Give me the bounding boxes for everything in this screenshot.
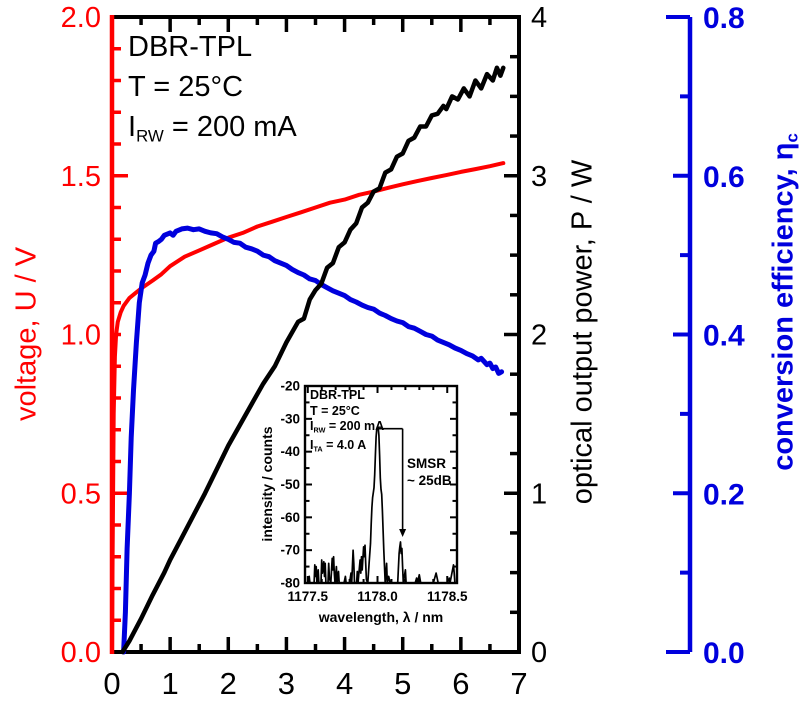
inset-y-tick-label: -40 (280, 444, 300, 459)
efficiency-tick-label: 0.8 (703, 2, 745, 35)
efficiency-tick-label: 0.2 (703, 478, 745, 511)
right-tick-label: 4 (531, 2, 547, 34)
x-tick-label: 5 (394, 666, 411, 701)
x-tick-label: 2 (220, 666, 237, 701)
inset-y-tick-label: -30 (280, 411, 300, 426)
inset-y-tick-label: -50 (280, 477, 300, 492)
left-tick-label: 0.5 (61, 478, 101, 510)
inset-y-tick-label: -60 (280, 510, 300, 525)
inset-x-tick-label: 1178.5 (427, 589, 468, 604)
spectrum-curve (305, 426, 457, 584)
voltage-curve (110, 161, 506, 654)
inset-temperature-label: T = 25°C (310, 403, 360, 418)
efficiency-axis-title: conversion efficiency, ηc (767, 133, 800, 471)
inset-rw-current-label: IRW = 200 mA (310, 419, 385, 435)
inset-x-axis-title: wavelength, λ / nm (318, 609, 444, 625)
x-tick-label: 0 (103, 666, 120, 701)
x-tick-label: 4 (336, 666, 353, 701)
inset-x-tick-label: 1177.5 (288, 589, 329, 604)
x-tick-label: 6 (452, 666, 469, 701)
left-tick-label: 2.0 (61, 2, 101, 34)
rw-current-label: IRW = 200 mA (128, 111, 297, 146)
temperature-label: T = 25°C (128, 71, 244, 103)
x-tick-label: 1 (162, 666, 179, 701)
device-label: DBR-TPL (128, 31, 253, 63)
smsr-arrowhead-icon (399, 529, 407, 538)
inset-ta-current-label: ITA = 4.0 A (310, 437, 367, 454)
optical-output-power-curve (120, 65, 506, 655)
inset-annotation: DBR-TPL T = 25°C IRW = 200 mA ITA = 4.0 … (310, 388, 384, 457)
inset-y-tick-label: -70 (280, 543, 300, 558)
right-axis-title: optical output power, P / W (566, 159, 599, 505)
left-tick-label: 1.5 (61, 161, 101, 193)
right-tick-label: 1 (531, 478, 547, 510)
right-tick-label: 3 (531, 161, 547, 193)
smsr-label: SMSR ~ 25dB (407, 456, 452, 488)
left-axis-title: voltage, U / V (10, 246, 43, 422)
right-tick-label: 0 (531, 637, 547, 669)
efficiency-tick-label: 0.6 (703, 161, 745, 194)
main-annotation: DBR-TPL T = 25°C IRW = 200 mA (128, 27, 297, 156)
efficiency-tick-label: 0.0 (703, 637, 745, 670)
conversion-efficiency-curve (121, 225, 505, 655)
left-tick-label: 0.0 (61, 637, 101, 669)
x-tick-label: 3 (278, 666, 295, 701)
efficiency-tick-label: 0.4 (703, 320, 745, 353)
inset-device-label: DBR-TPL (310, 388, 365, 402)
inset-y-tick-label: -80 (280, 576, 300, 591)
inset-y-axis-title: intensity / counts (259, 426, 275, 542)
inset-y-tick-label: -20 (280, 379, 300, 394)
right-tick-label: 2 (531, 320, 547, 352)
inset-x-tick-label: 1178.0 (357, 589, 398, 604)
left-tick-label: 1.0 (61, 320, 101, 352)
x-tick-label: 7 (510, 666, 527, 701)
